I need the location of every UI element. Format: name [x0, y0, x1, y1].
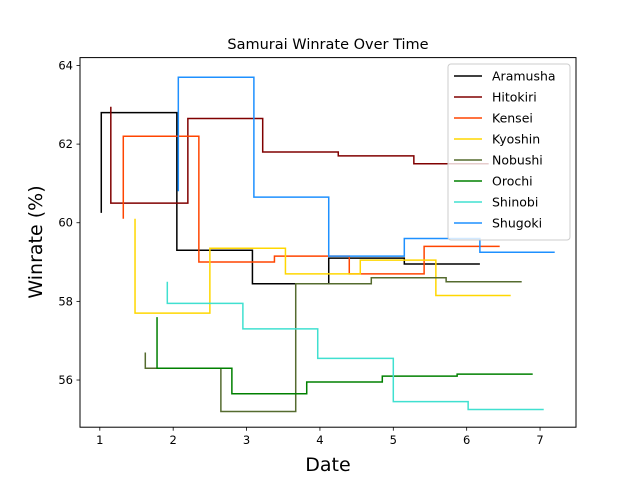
- legend-box: [447, 63, 571, 241]
- legend-label: Kensei: [492, 111, 533, 126]
- legend-label: Aramusha: [492, 69, 556, 84]
- x-tick-label: 3: [243, 433, 250, 447]
- legend-label: Shinobi: [492, 195, 538, 210]
- x-tick-label: 4: [316, 433, 323, 447]
- y-tick-label: 62: [58, 137, 73, 151]
- series-line-kyoshin: [134, 218, 511, 314]
- y-axis-label: Winrate (%): [25, 185, 47, 298]
- series-line-orochi: [156, 317, 533, 395]
- legend-label: Nobushi: [492, 153, 543, 168]
- x-tick-label: 5: [390, 433, 397, 447]
- series-line-hitokiri: [110, 106, 489, 204]
- legend-label: Shugoki: [492, 216, 542, 231]
- y-tick-label: 64: [58, 58, 73, 72]
- legend-label: Kyoshin: [492, 132, 540, 147]
- x-axis-label: Date: [305, 454, 350, 476]
- x-tick-label: 1: [96, 433, 103, 447]
- y-tick-label: 56: [58, 373, 73, 387]
- y-tick-label: 60: [58, 216, 73, 230]
- legend-label: Hitokiri: [492, 90, 537, 105]
- x-tick-label: 6: [463, 433, 470, 447]
- x-tick-label: 2: [170, 433, 177, 447]
- legend: Aramusha Hitokiri Kensei Kyoshin Nobushi Oroc…: [447, 63, 571, 241]
- plot-frame: [79, 57, 577, 428]
- chart-title: Samurai Winrate Over Time: [227, 37, 428, 53]
- x-axis-ticks: 1 2 3 4 5 6 7: [96, 427, 544, 447]
- series-layer: [100, 76, 555, 413]
- y-tick-label: 58: [58, 294, 73, 308]
- series-line-shinobi: [166, 281, 544, 411]
- legend-label: Orochi: [492, 174, 533, 189]
- x-tick-label: 7: [536, 433, 543, 447]
- series-line-shugoki: [177, 76, 555, 257]
- y-axis-ticks: 56 58 60 62 64: [58, 58, 80, 387]
- series-line-kensei: [122, 135, 500, 275]
